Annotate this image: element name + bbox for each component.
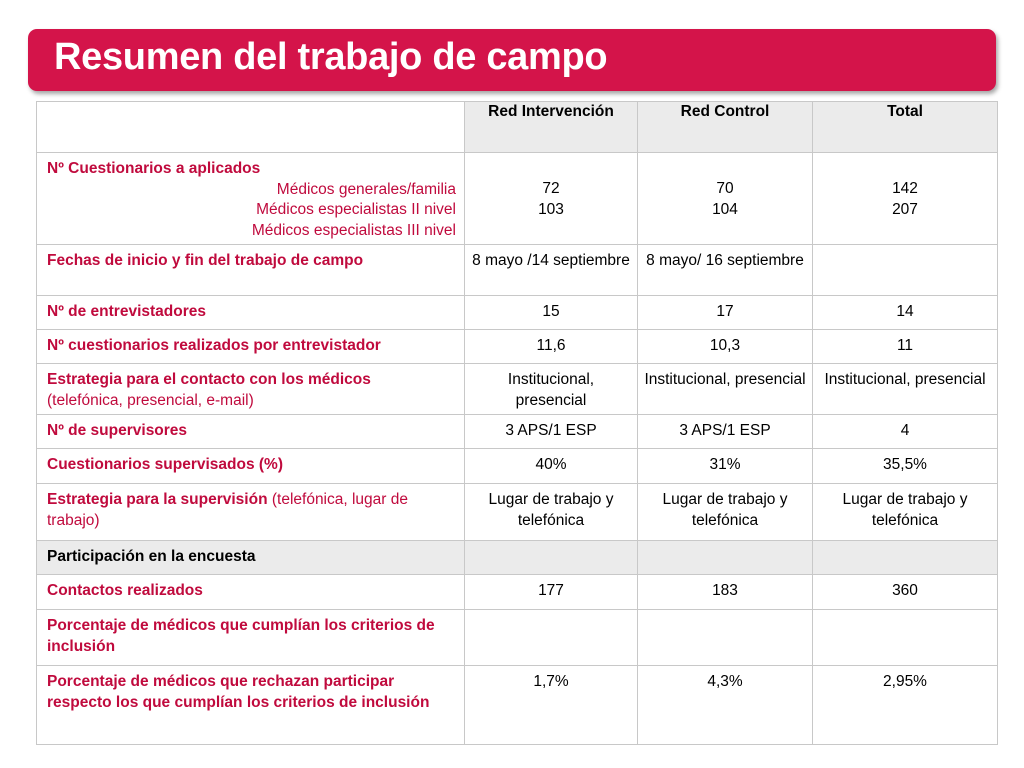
cell-value: 14 [812, 295, 998, 330]
row-label: Porcentaje de médicos que cumplían los c… [36, 609, 465, 666]
row-label: Estrategia para la supervisión (telefóni… [36, 483, 465, 541]
row-sublabel: Médicos especialistas II nivel [256, 201, 456, 218]
cell-value: 31% [637, 448, 813, 484]
cell-value-line: 207 [892, 200, 918, 218]
table-row: Cuestionarios supervisados (%) 40% 31% 3… [36, 448, 998, 484]
table-row: Estrategia para la supervisión (telefóni… [36, 483, 998, 541]
table-row: Porcentaje de médicos que rechazan parti… [36, 665, 998, 745]
cell-value: 183 [637, 574, 813, 610]
row-label: Estrategia para el contacto con los médi… [36, 363, 465, 415]
page-title: Resumen del trabajo de campo [54, 36, 608, 78]
table-row: Estrategia para el contacto con los médi… [36, 363, 998, 415]
table-header-row: Red Intervención Red Control Total [36, 101, 998, 153]
row-sublabel: Médicos generales/familia [276, 180, 456, 198]
cell-value-line: 72 [542, 180, 560, 197]
cell-value-line: 104 [712, 200, 738, 218]
cell-value: 11,6 [464, 329, 638, 364]
column-header: Total [812, 101, 998, 153]
row-label: Contactos realizados [36, 574, 465, 610]
cell-value: 11 [812, 329, 998, 364]
cell-value [637, 540, 813, 575]
section-row: Participación en la encuesta [36, 540, 998, 575]
cell-value: 17 [637, 295, 813, 330]
column-header: Red Control [637, 101, 813, 153]
cell-value: Lugar de trabajo y telefónica [464, 483, 638, 541]
cell-value: 4 [812, 414, 998, 449]
cell-value: 3 APS/1 ESP [637, 414, 813, 449]
cell-value: 177 [464, 574, 638, 610]
row-label: Fechas de inicio y fin del trabajo de ca… [36, 244, 465, 296]
cell-value [464, 540, 638, 575]
row-sublabel: Médicos especialistas III nivel [251, 221, 456, 239]
section-label: Participación en la encuesta [36, 540, 465, 575]
summary-table: Red Intervención Red Control Total Nº Cu… [36, 101, 998, 745]
row-label-note: (telefónica, presencial, e-mail) [47, 391, 254, 409]
cell-value: 2,95% [812, 665, 998, 745]
cell-value [464, 609, 638, 666]
cell-value: 360 [812, 574, 998, 610]
cell-value: 1,7% [464, 665, 638, 745]
cell-value: 10,3 [637, 329, 813, 364]
cell-value: Lugar de trabajo y telefónica [812, 483, 998, 541]
cell-value: Institucional, presencial [637, 363, 813, 415]
cell-value [812, 609, 998, 666]
cell-value [812, 540, 998, 575]
cell-value: Institucional, presencial [464, 363, 638, 415]
row-label-text: Nº Cuestionarios a aplicados [47, 160, 261, 177]
row-label: Nº cuestionarios realizados por entrevis… [36, 329, 465, 364]
cell-value [812, 244, 998, 296]
row-label-text: Estrategia para el contacto con los médi… [47, 371, 371, 388]
row-label: Nº de supervisores [36, 414, 465, 449]
header-blank-cell [36, 101, 465, 153]
row-label: Cuestionarios supervisados (%) [36, 448, 465, 484]
table-row: Contactos realizados 177 183 360 [36, 574, 998, 610]
cell-value: 40% [464, 448, 638, 484]
cell-value: 8 mayo/ 16 septiembre [637, 244, 813, 296]
cell-value: Lugar de trabajo y telefónica [637, 483, 813, 541]
title-banner: Resumen del trabajo de campo [28, 29, 996, 91]
row-label-note: (telefónica, lugar de trabajo) [47, 491, 408, 529]
column-header: Red Intervención [464, 101, 638, 153]
cell-value: 3 APS/1 ESP [464, 414, 638, 449]
cell-value: 70 104 [637, 152, 813, 245]
cell-value: Institucional, presencial [812, 363, 998, 415]
cell-value: 35,5% [812, 448, 998, 484]
cell-value: 4,3% [637, 665, 813, 745]
table-row: Porcentaje de médicos que cumplían los c… [36, 609, 998, 666]
cell-value: 142 207 [812, 152, 998, 245]
cell-value: 8 mayo /14 septiembre [464, 244, 638, 296]
table-row: Nº cuestionarios realizados por entrevis… [36, 329, 998, 364]
table-row: Fechas de inicio y fin del trabajo de ca… [36, 244, 998, 296]
cell-value-line: 103 [538, 200, 564, 218]
row-label: Porcentaje de médicos que rechazan parti… [36, 665, 465, 745]
table-row: Nº de entrevistadores 15 17 14 [36, 295, 998, 330]
table-row: Nº de supervisores 3 APS/1 ESP 3 APS/1 E… [36, 414, 998, 449]
cell-value: 15 [464, 295, 638, 330]
row-label: Nº Cuestionarios a aplicados Médicos gen… [36, 152, 465, 245]
cell-value-line: 70 [716, 180, 734, 197]
row-label: Nº de entrevistadores [36, 295, 465, 330]
cell-value: 72 103 [464, 152, 638, 245]
cell-value [637, 609, 813, 666]
table-row: Nº Cuestionarios a aplicados Médicos gen… [36, 152, 998, 245]
row-label-text: Estrategia para la supervisión [47, 491, 268, 508]
cell-value-line: 142 [892, 180, 918, 197]
